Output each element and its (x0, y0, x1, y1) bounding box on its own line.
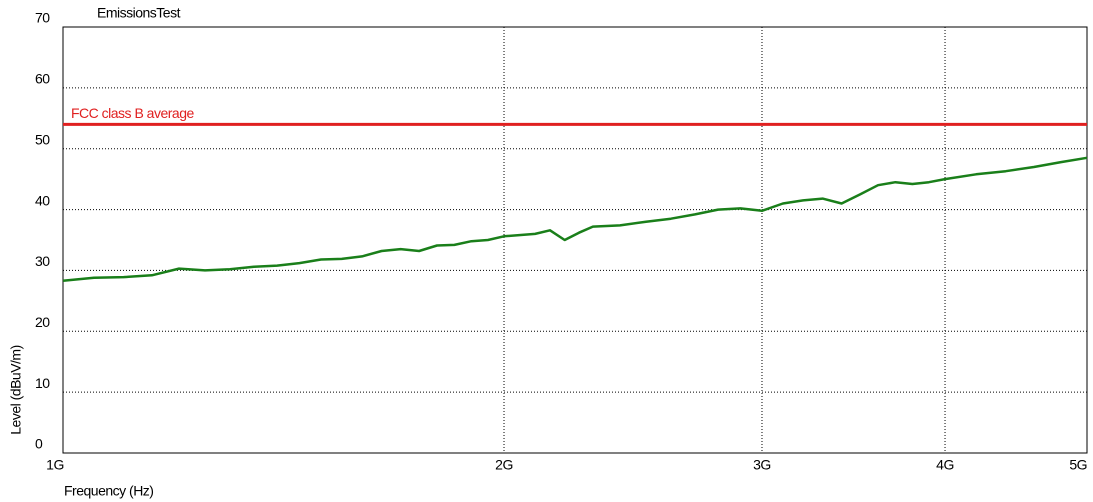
limit-label: FCC class B average (71, 105, 194, 121)
y-tick-label: 60 (35, 71, 50, 87)
x-tick-label: 1G (46, 457, 64, 473)
y-tick-label: 20 (35, 314, 50, 330)
data-line (62, 156, 1088, 283)
x-tick-label: 2G (495, 457, 513, 473)
y-tick-label: 40 (35, 192, 50, 208)
x-tick-label: 5G (1069, 457, 1087, 473)
y-tick-label: 0 (35, 436, 43, 452)
y-tick-label: 50 (35, 131, 50, 147)
chart-title: EmissionsTest (97, 5, 181, 21)
x-tick-label: 4G (936, 457, 954, 473)
y-tick-label: 30 (35, 253, 50, 269)
y-tick-label: 10 (35, 375, 50, 391)
y-tick-label: 70 (35, 10, 50, 26)
x-tick-label: 3G (753, 457, 771, 473)
plot-frame (62, 26, 1088, 454)
y-axis-label: Level (dBuV/m) (8, 345, 24, 434)
x-axis-label: Frequency (Hz) (64, 483, 153, 499)
